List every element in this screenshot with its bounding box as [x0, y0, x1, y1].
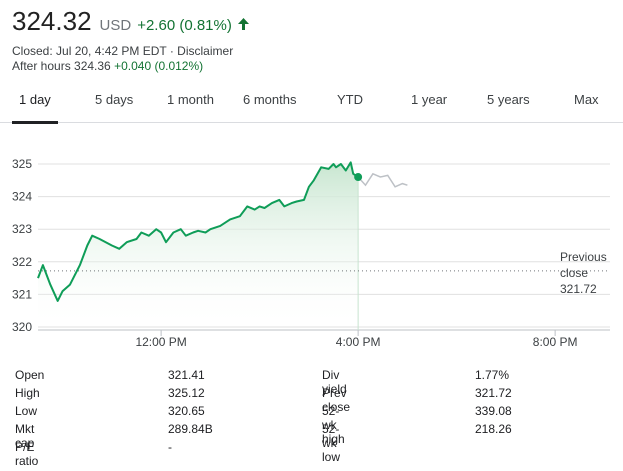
active-tab-indicator	[12, 121, 58, 124]
stat-value: 289.84B	[168, 422, 213, 436]
after-hours-line	[357, 172, 408, 188]
stat-value: 321.41	[168, 368, 205, 382]
price-change: +2.60 (0.81%)	[137, 17, 232, 34]
close-point	[354, 173, 363, 182]
tab-5-years[interactable]: 5 years	[487, 92, 530, 107]
stat-value: 339.08	[475, 404, 512, 418]
closed-timestamp: Closed: Jul 20, 4:42 PM EDT · Disclaimer	[12, 44, 234, 58]
stat-label: P/E ratio	[15, 440, 39, 468]
range-tabs: 1 day 5 days 1 month 6 months YTD 1 year…	[0, 86, 623, 123]
stat-value: 321.72	[475, 386, 512, 400]
x-tick-label: 12:00 PM	[135, 335, 186, 349]
tab-5-days[interactable]: 5 days	[95, 92, 134, 107]
previous-close-label: Previous	[560, 250, 607, 264]
regular-session-line	[37, 161, 359, 302]
quote-header: 324.32 USD +2.60 (0.81%)	[12, 6, 249, 37]
stat-value: 320.65	[168, 404, 205, 418]
after-hours-label: After hours 324.36	[12, 59, 111, 73]
x-tick-label: 4:00 PM	[336, 335, 381, 349]
tab-1-year[interactable]: 1 year	[411, 92, 448, 107]
y-tick-label: 321	[12, 287, 32, 301]
tab-6-months[interactable]: 6 months	[243, 92, 297, 107]
stat-label: High	[15, 386, 40, 400]
y-tick-label: 324	[12, 190, 32, 204]
x-tick-label: 8:00 PM	[533, 335, 578, 349]
stat-label: Div yield	[322, 368, 347, 396]
tab-1-day[interactable]: 1 day	[19, 92, 51, 107]
stat-label: Low	[15, 404, 38, 418]
after-hours-change: +0.040 (0.012%)	[114, 59, 204, 73]
stat-value: 218.26	[475, 422, 512, 436]
previous-close-label: close	[560, 266, 588, 280]
stat-value: 1.77%	[475, 368, 510, 382]
price-chart[interactable]: 320 321 322 323 324 325 12:00 PM 4:00 PM 8:00 PM…	[0, 140, 623, 360]
y-tick-label: 322	[12, 255, 32, 269]
stat-label: 52-wk high	[322, 404, 345, 446]
stat-label: 52-wk low	[322, 422, 341, 464]
y-tick-label: 320	[12, 320, 32, 334]
y-tick-label: 325	[12, 157, 32, 171]
stat-label: Prev close	[322, 386, 351, 414]
stat-value: 325.12	[168, 386, 205, 400]
previous-close-label: 321.72	[560, 282, 597, 296]
tab-1-month[interactable]: 1 month	[167, 92, 214, 107]
current-price: 324.32	[12, 6, 92, 36]
tab-max[interactable]: Max	[574, 92, 599, 107]
after-hours-line: After hours 324.36 +0.040 (0.012%)	[12, 59, 203, 73]
regular-session-area	[38, 162, 359, 330]
y-tick-label: 323	[12, 222, 32, 236]
arrow-up-icon	[237, 17, 249, 33]
currency-label: USD	[99, 17, 132, 34]
stat-value: -	[168, 440, 172, 454]
stat-label: Open	[15, 368, 45, 382]
stat-label: Mkt cap	[15, 422, 35, 450]
tab-ytd[interactable]: YTD	[337, 92, 363, 107]
